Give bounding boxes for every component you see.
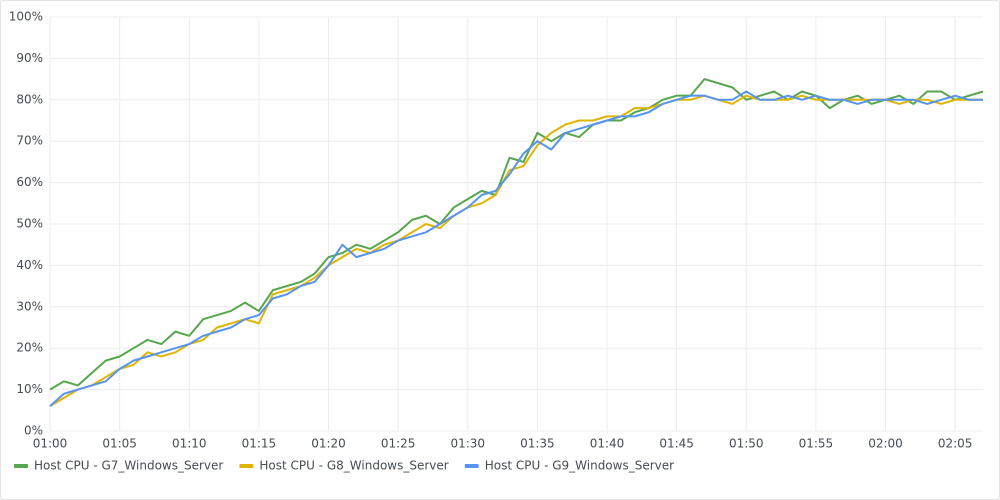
y-tick-label: 20% bbox=[16, 341, 43, 355]
series-line bbox=[49, 90, 983, 407]
legend-label: Host CPU - G7_Windows_Server bbox=[34, 459, 223, 473]
x-tick-label: 01:45 bbox=[659, 437, 694, 451]
y-tick-label: 60% bbox=[16, 175, 43, 189]
x-tick-label: 01:15 bbox=[242, 437, 277, 451]
y-tick-label: 70% bbox=[16, 134, 43, 148]
x-tick-label: 02:00 bbox=[868, 437, 903, 451]
legend-swatch bbox=[239, 464, 254, 468]
x-tick-label: 01:25 bbox=[381, 437, 416, 451]
series-line bbox=[49, 78, 984, 391]
y-tick-label: 90% bbox=[16, 51, 43, 65]
x-tick-label: 01:05 bbox=[102, 437, 137, 451]
y-tick-label: 100% bbox=[9, 10, 43, 24]
y-tick-label: 50% bbox=[16, 217, 43, 231]
x-tick-label: 01:20 bbox=[311, 437, 346, 451]
x-tick-label: 01:50 bbox=[729, 437, 764, 451]
y-tick-label: 10% bbox=[16, 382, 43, 396]
x-tick-label: 01:55 bbox=[799, 437, 834, 451]
x-tick-label: 01:40 bbox=[590, 437, 625, 451]
y-tick-label: 0% bbox=[24, 424, 43, 438]
x-tick-label: 01:10 bbox=[172, 437, 207, 451]
x-tick-label: 01:35 bbox=[520, 437, 555, 451]
y-tick-label: 80% bbox=[16, 92, 43, 106]
y-tick-label: 30% bbox=[16, 299, 43, 313]
legend-swatch bbox=[14, 464, 28, 468]
y-tick-label: 40% bbox=[16, 258, 43, 272]
x-tick-label: 01:30 bbox=[450, 437, 485, 451]
legend-label: Host CPU - G9_Windows_Server bbox=[485, 459, 674, 473]
legend-swatch bbox=[464, 464, 479, 468]
x-tick-label: 02:05 bbox=[938, 437, 973, 451]
x-tick-label: 01:00 bbox=[33, 437, 68, 451]
legend-label: Host CPU - G8_Windows_Server bbox=[259, 459, 448, 473]
